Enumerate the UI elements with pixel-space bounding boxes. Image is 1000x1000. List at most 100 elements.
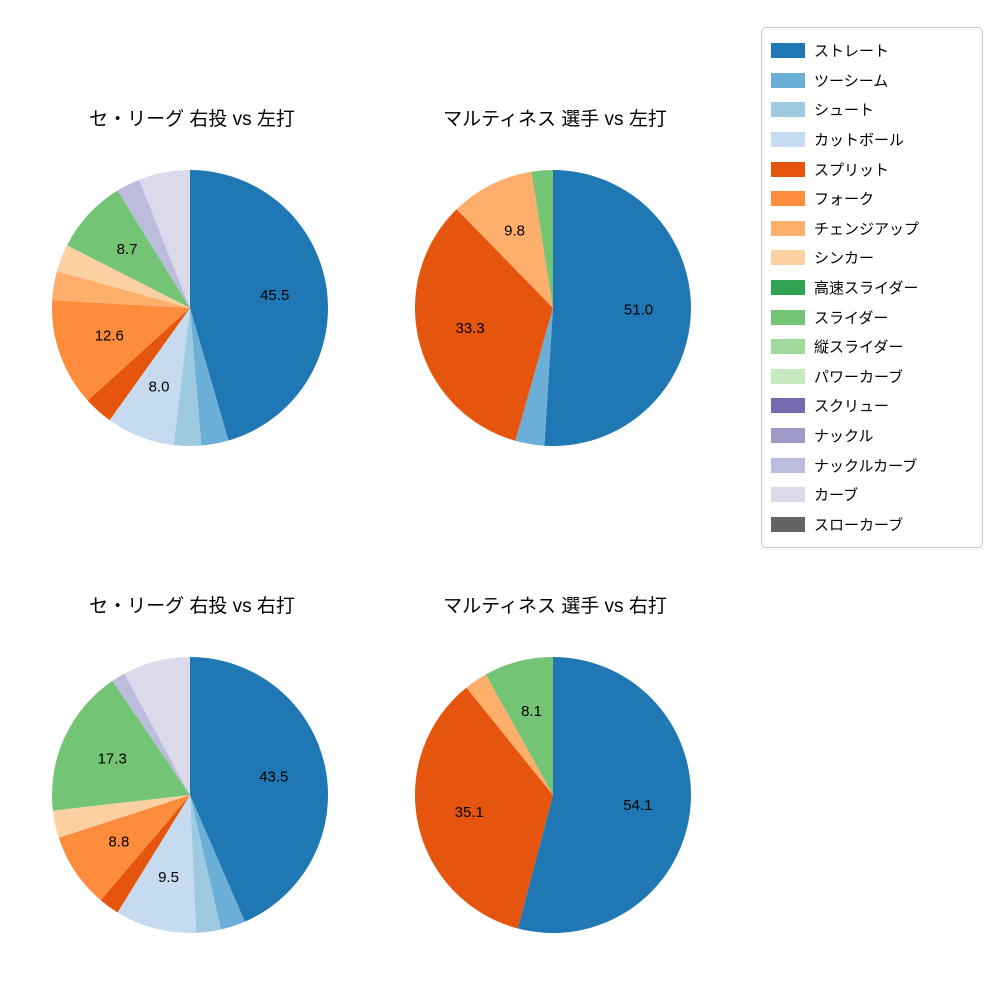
legend-swatch bbox=[771, 457, 805, 473]
pie-slice-スプリット bbox=[100, 795, 190, 913]
pie-slice-スライダー bbox=[485, 657, 553, 795]
legend-item: 縦スライダー bbox=[771, 332, 973, 362]
legend-label: カーブ bbox=[814, 487, 859, 505]
legend-swatch bbox=[771, 250, 805, 266]
legend-item: ナックルカーブ bbox=[771, 450, 973, 480]
legend-swatch bbox=[771, 309, 805, 325]
legend-label: カットボール bbox=[814, 132, 905, 150]
legend-label: シンカー bbox=[814, 250, 875, 268]
legend-label: ナックルカーブ bbox=[814, 457, 918, 475]
pie-slice-フォーク bbox=[51, 300, 190, 401]
pie-slice-value-label: 54.1 bbox=[623, 797, 652, 814]
chart-title-martinez-vs-right: マルティネス 選手 vs 右打 bbox=[443, 596, 667, 617]
legend-item: スクリュー bbox=[771, 391, 973, 421]
pie-slice-シンカー bbox=[57, 245, 190, 308]
legend-item: スローカーブ bbox=[771, 510, 973, 540]
legend-swatch bbox=[771, 398, 805, 414]
legend-item: ツーシーム bbox=[771, 66, 973, 96]
pie-slice-チェンジアップ bbox=[52, 271, 190, 308]
chart-title-ce-league-vs-right: セ・リーグ 右投 vs 右打 bbox=[89, 596, 295, 617]
legend-item: スライダー bbox=[771, 302, 973, 332]
legend-label: 高速スライダー bbox=[814, 280, 919, 298]
pie-slice-ナックルカーブ bbox=[117, 179, 190, 308]
pie-slice-value-label: 43.5 bbox=[259, 769, 288, 786]
legend-label: チェンジアップ bbox=[814, 220, 920, 238]
legend-swatch bbox=[771, 191, 805, 207]
pie-slice-value-label: 33.3 bbox=[455, 320, 484, 337]
pie-slice-ストレート bbox=[190, 170, 328, 441]
pie-slice-カットボール bbox=[109, 308, 190, 446]
pie-chart-martinez-vs-right: 54.1 35.1 8.1 bbox=[414, 657, 691, 933]
legend-item: カットボール bbox=[771, 125, 973, 155]
legend-label: ストレート bbox=[814, 43, 890, 61]
pie-slice-スプリット bbox=[414, 209, 553, 441]
legend-swatch bbox=[771, 368, 805, 384]
pie-slice-シンカー bbox=[52, 795, 190, 838]
pie-slice-value-label: 35.1 bbox=[455, 804, 484, 821]
legend-swatch bbox=[771, 220, 805, 236]
pie-slice-チェンジアップ bbox=[456, 171, 553, 308]
legend-label: スクリュー bbox=[814, 398, 890, 416]
legend-item: シュート bbox=[771, 95, 973, 125]
legend: ストレートツーシームシュートカットボールスプリットフォークチェンジアップ シンカー… bbox=[761, 27, 983, 549]
legend-swatch bbox=[771, 280, 805, 296]
pie-slice-value-label: 51.0 bbox=[624, 302, 653, 319]
pie-slice-チェンジアップ bbox=[466, 674, 553, 795]
pie-slice-value-label: 9.8 bbox=[504, 222, 525, 239]
legend-item: ストレート bbox=[771, 36, 973, 66]
legend-label: ナックル bbox=[814, 428, 874, 446]
pie-slice-value-label: 9.5 bbox=[158, 869, 179, 886]
legend-item: パワーカーブ bbox=[771, 362, 973, 392]
legend-swatch bbox=[771, 161, 805, 177]
pie-slice-スプリット bbox=[87, 308, 190, 421]
pie-slice-value-label: 8.0 bbox=[149, 379, 170, 396]
legend-label: フォーク bbox=[814, 191, 875, 209]
legend-label: シュート bbox=[814, 102, 875, 120]
pie-slice-カーブ bbox=[139, 170, 190, 308]
pie-slice-ツーシーム bbox=[190, 795, 245, 930]
pie-slice-ストレート bbox=[517, 657, 691, 933]
chart-title-martinez-vs-left: マルティネス 選手 vs 左打 bbox=[443, 109, 667, 130]
pie-slice-ツーシーム bbox=[190, 308, 229, 446]
pie-slice-シュート bbox=[173, 308, 202, 447]
pie-slice-value-label: 45.5 bbox=[260, 287, 289, 304]
pie-slice-スライダー bbox=[531, 170, 553, 308]
legend-label: パワーカーブ bbox=[814, 368, 904, 386]
legend-swatch bbox=[771, 428, 805, 444]
pie-slice-シュート bbox=[190, 795, 221, 933]
pie-slice-value-label: 12.6 bbox=[95, 327, 124, 344]
pie-slice-カットボール bbox=[117, 795, 197, 934]
pie-chart-ce-league-vs-right: 43.5 9.5 8.8 17.3 bbox=[51, 657, 329, 934]
pie-slice-スライダー bbox=[67, 190, 190, 308]
pie-slice-スライダー bbox=[51, 680, 190, 811]
pie-slice-スプリット bbox=[414, 687, 553, 929]
pie-slice-ツーシーム bbox=[515, 308, 553, 446]
legend-label: スライダー bbox=[814, 309, 889, 327]
pie-slice-ストレート bbox=[544, 170, 691, 446]
legend-swatch bbox=[771, 487, 805, 503]
pie-chart-ce-league-vs-left: 45.5 8.0 12.6 8.7 bbox=[51, 170, 328, 447]
legend-item: カーブ bbox=[771, 480, 973, 510]
legend-item: チェンジアップ bbox=[771, 214, 973, 244]
pie-chart-martinez-vs-left: 51.0 33.3 9.8 bbox=[414, 170, 691, 446]
legend-label: 縦スライダー bbox=[814, 339, 904, 357]
legend-item: 高速スライダー bbox=[771, 273, 973, 303]
legend-swatch bbox=[771, 516, 805, 532]
pie-slice-ナックルカーブ bbox=[112, 673, 190, 795]
chart-title-ce-league-vs-left: セ・リーグ 右投 vs 左打 bbox=[89, 109, 295, 130]
legend-swatch bbox=[771, 72, 805, 88]
legend-swatch bbox=[771, 132, 805, 148]
legend-swatch bbox=[771, 43, 805, 59]
legend-label: ツーシーム bbox=[814, 72, 889, 90]
legend-swatch bbox=[771, 339, 805, 355]
pie-slice-ストレート bbox=[190, 657, 329, 922]
legend-label: スローカーブ bbox=[814, 516, 904, 534]
pie-slice-フォーク bbox=[58, 795, 190, 901]
legend-item: スプリット bbox=[771, 154, 973, 184]
legend-item: ナックル bbox=[771, 421, 973, 451]
legend-item: シンカー bbox=[771, 243, 973, 273]
pie-slice-value-label: 17.3 bbox=[98, 750, 127, 767]
pie-slice-value-label: 8.7 bbox=[117, 241, 138, 258]
pie-slice-value-label: 8.1 bbox=[521, 703, 542, 720]
